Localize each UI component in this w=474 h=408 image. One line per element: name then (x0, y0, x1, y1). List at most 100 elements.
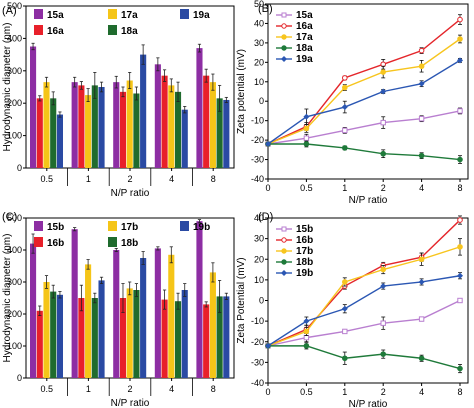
bar (36, 98, 43, 168)
bar-chart-2: 0 100 200 300 400 500 Hydrodynamic diameter (n… (2, 211, 235, 408)
series-line (267, 19, 461, 145)
x-axis-label: N/P ratio (111, 188, 150, 199)
x-tick-label: 8 (211, 174, 216, 184)
y-tick-label: 40 (254, 213, 264, 223)
legend-marker (281, 237, 287, 243)
panel-label: (C) (2, 211, 17, 223)
bar (30, 46, 37, 168)
series-line (267, 59, 461, 145)
y-tick-label: 0 (17, 373, 22, 383)
y-tick-label: 10 (254, 275, 264, 285)
bar (50, 98, 57, 168)
bar (91, 298, 98, 378)
y-tick-label: 400 (7, 33, 22, 43)
legend-label: 15b (296, 224, 313, 235)
legend-label: 19a (193, 10, 210, 21)
data-point (342, 328, 348, 335)
bar (119, 91, 127, 168)
y-tick-label: -20 (251, 337, 264, 347)
bar (203, 304, 210, 378)
bar (168, 85, 175, 168)
data-point (380, 88, 387, 95)
y-tick-label: -30 (251, 155, 264, 165)
y-tick-label: 200 (7, 98, 22, 108)
legend-label: 16b (47, 238, 64, 249)
bar (168, 254, 175, 378)
legend-label: 16a (47, 26, 64, 37)
bar (85, 95, 92, 168)
y-tick-label: -10 (251, 116, 264, 126)
bar (140, 258, 147, 378)
x-tick-label: 1 (342, 183, 347, 193)
data-point (341, 104, 348, 111)
legend-label: 15a (47, 10, 64, 21)
series-line (267, 275, 461, 347)
data-point (457, 272, 463, 279)
legend-marker (281, 259, 287, 265)
x-tick-label: 1 (86, 384, 91, 394)
data-point (303, 113, 310, 120)
y-tick-label: 30 (254, 234, 264, 244)
y-tick-label: -40 (251, 174, 264, 184)
bar (113, 82, 120, 168)
bar (113, 250, 120, 378)
x-tick-label: 4 (419, 387, 424, 397)
data-point (303, 318, 310, 325)
legend-label: 16b (296, 235, 313, 246)
legend-label: 17b (121, 222, 138, 233)
y-tick-label: 20 (254, 254, 264, 264)
data-point (342, 75, 348, 81)
bar (223, 296, 230, 378)
series-line (267, 38, 461, 145)
legend-swatch (108, 9, 117, 19)
bar-chart-0: 0 100 200 300 400 500 Hydrodynamic diameter (n… (2, 1, 235, 199)
bar (133, 93, 140, 168)
legend-marker (281, 248, 287, 254)
legend-label: 18b (121, 238, 138, 249)
x-axis-label: N/P ratio (349, 195, 388, 206)
bar (119, 298, 127, 378)
data-point (418, 80, 425, 87)
data-point (418, 316, 425, 322)
bar (91, 85, 98, 168)
legend-label: 16a (296, 21, 313, 32)
legend-label: 17b (296, 246, 313, 257)
legend-swatch (34, 237, 43, 247)
bar (43, 282, 50, 378)
data-point (457, 217, 463, 223)
legend-label: 17a (296, 32, 313, 43)
y-axis-label: Hydrodynamic diameter (nm) (2, 23, 13, 152)
data-point (341, 305, 348, 312)
y-tick-label: 100 (7, 341, 22, 351)
bar (203, 75, 210, 168)
legend-marker (281, 23, 287, 29)
data-point (418, 47, 425, 54)
x-tick-label: 2 (127, 174, 132, 184)
bar (36, 310, 43, 378)
bar (50, 291, 57, 378)
x-axis-label: N/P ratio (111, 398, 150, 408)
x-tick-label: 0.5 (300, 387, 313, 397)
bar (30, 243, 37, 378)
legend-marker (281, 270, 287, 276)
data-point (457, 36, 463, 42)
data-point (380, 283, 387, 290)
y-tick-label: -20 (251, 135, 264, 145)
data-point (457, 365, 463, 372)
data-point (457, 244, 463, 250)
x-tick-label: 0 (265, 387, 270, 397)
x-tick-label: 8 (457, 183, 462, 193)
y-tick-label: 400 (7, 245, 22, 255)
series-line (268, 143, 461, 161)
data-point (303, 343, 310, 349)
series-line (267, 299, 461, 347)
legend-swatch (34, 221, 43, 231)
bar (196, 221, 203, 378)
y-tick-label: 30 (254, 38, 264, 48)
data-point (457, 57, 463, 64)
bar (196, 48, 203, 169)
y-tick-label: 300 (7, 66, 22, 76)
